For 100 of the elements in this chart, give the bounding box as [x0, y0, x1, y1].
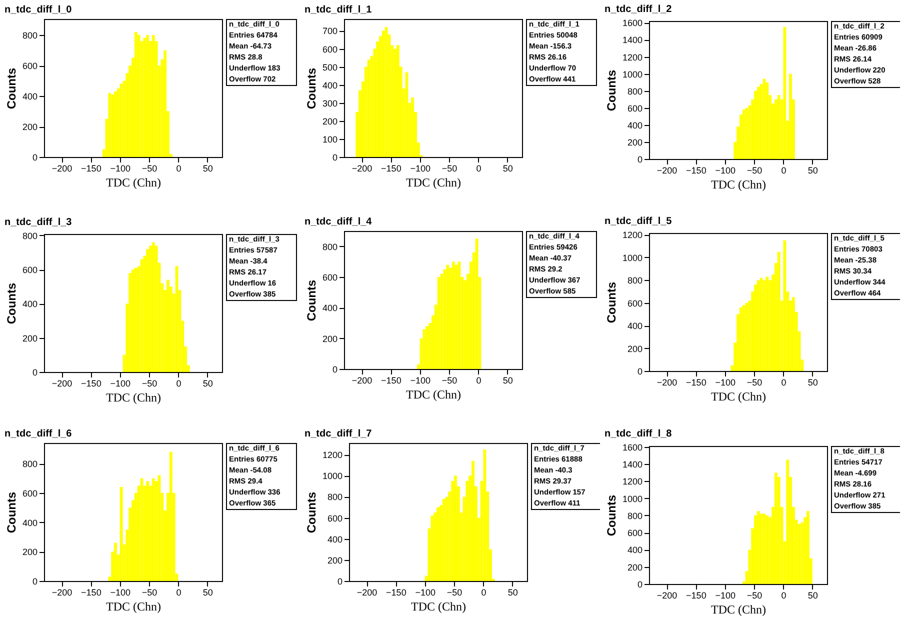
y-tick-label: 1000	[622, 252, 642, 263]
y-axis-title: Counts	[4, 492, 18, 534]
x-tick-label: −100	[715, 590, 736, 600]
y-tick-label: 1200	[622, 52, 642, 62]
x-tick-label: 0	[781, 166, 786, 176]
y-tick-label: 1600	[622, 18, 642, 28]
x-tick-label: −100	[715, 166, 736, 176]
x-tick-label: 0	[476, 164, 482, 174]
x-tick-label: −50	[142, 164, 158, 174]
y-tick-label: 700	[322, 26, 338, 36]
y-tick-label: 800	[22, 30, 38, 41]
y-tick-label: 400	[22, 518, 38, 528]
y-tick-label: 400	[627, 545, 642, 556]
x-tick-label: −50	[746, 378, 762, 388]
x-axis-title: TDC (Chn)	[411, 600, 466, 614]
y-tick-label: 800	[627, 276, 642, 286]
x-tick-label: 0	[481, 588, 486, 598]
x-tick-label: −200	[656, 166, 678, 176]
y-tick-label: 600	[22, 265, 38, 276]
y-tick-label: 1200	[322, 450, 342, 460]
x-tick-label: −150	[686, 166, 706, 176]
x-tick-label: −200	[656, 590, 678, 600]
x-tick-label: −200	[52, 378, 72, 388]
x-axis-title: TDC (Chn)	[406, 388, 461, 402]
y-tick-label: 1000	[622, 494, 642, 504]
x-tick-label: −100	[715, 378, 736, 388]
chart-title: n_tdc_diff_l_3	[4, 216, 72, 228]
x-tick-label: −200	[356, 588, 378, 598]
x-tick-label: 50	[808, 166, 818, 176]
chart-title: n_tdc_diff_l_5	[604, 216, 672, 228]
y-tick-label: 0	[332, 364, 338, 374]
x-axis-title: TDC (Chn)	[106, 390, 161, 404]
chart-title: n_tdc_diff_l_1	[304, 4, 372, 16]
y-axis-title: Counts	[604, 70, 618, 112]
y-tick-label: 1200	[622, 230, 642, 240]
y-tick-label: 600	[627, 103, 642, 114]
y-tick-label: 600	[627, 528, 642, 538]
x-tick-label: 0	[176, 588, 182, 598]
y-tick-label: 1400	[622, 460, 642, 470]
x-tick-label: 50	[502, 164, 513, 174]
y-axis-title: Counts	[304, 492, 318, 534]
chart-title: n_tdc_diff_l_0	[4, 4, 72, 16]
chart-title: n_tdc_diff_l_7	[304, 428, 372, 440]
y-tick-label: 0	[32, 368, 38, 378]
x-tick-label: −100	[410, 164, 431, 174]
y-tick-label: 200	[22, 122, 38, 132]
y-axis-title: Counts	[4, 282, 18, 324]
x-tick-label: −150	[381, 164, 402, 174]
y-tick-label: 0	[637, 366, 642, 376]
x-tick-label: −100	[410, 376, 431, 386]
x-tick-label: −100	[110, 588, 131, 598]
x-tick-label: 50	[808, 590, 818, 600]
x-tick-label: 50	[808, 378, 818, 388]
y-tick-label: 600	[22, 488, 38, 498]
y-tick-label: 800	[327, 492, 342, 502]
y-tick-label: 800	[22, 230, 38, 241]
y-tick-label: 0	[32, 576, 38, 586]
y-tick-label: 1600	[622, 442, 642, 452]
x-tick-label: −100	[110, 164, 131, 174]
y-axis-title: Counts	[304, 280, 318, 322]
x-tick-label: 50	[508, 588, 518, 598]
y-tick-label: 600	[22, 61, 38, 72]
x-tick-label: −50	[442, 164, 458, 174]
y-tick-label: 0	[32, 152, 38, 162]
x-tick-label: 0	[781, 590, 786, 600]
x-tick-label: −50	[142, 378, 158, 388]
x-tick-label: −50	[446, 588, 462, 598]
x-tick-label: −50	[746, 166, 762, 176]
x-tick-label: −100	[415, 588, 436, 598]
x-tick-label: 50	[202, 588, 213, 598]
x-tick-label: −50	[442, 376, 458, 386]
x-tick-label: −150	[81, 164, 102, 174]
y-tick-label: 600	[322, 44, 338, 54]
x-tick-label: −150	[686, 590, 706, 600]
x-tick-label: 0	[781, 378, 786, 388]
y-tick-label: 0	[637, 580, 642, 590]
x-tick-label: 50	[502, 376, 513, 386]
x-axis-title: TDC (Chn)	[711, 390, 766, 404]
y-tick-label: 800	[322, 242, 338, 252]
x-tick-label: −200	[52, 164, 72, 174]
x-axis-title: TDC (Chn)	[711, 602, 766, 616]
y-tick-label: 800	[627, 510, 642, 521]
x-tick-label: −200	[352, 376, 372, 386]
x-axis-title: TDC (Chn)	[106, 176, 161, 190]
y-tick-label: 200	[627, 137, 642, 148]
x-tick-label: 0	[176, 378, 182, 388]
y-tick-label: 200	[627, 562, 642, 572]
x-tick-label: 0	[476, 376, 482, 386]
x-tick-label: −150	[381, 376, 402, 386]
y-tick-label: 0	[332, 152, 338, 162]
y-tick-label: 400	[22, 299, 38, 310]
x-tick-label: 0	[176, 164, 182, 174]
x-tick-label: 50	[202, 164, 213, 174]
y-tick-label: 200	[322, 116, 338, 126]
x-tick-label: −200	[352, 164, 372, 174]
y-axis-title: Counts	[604, 494, 618, 536]
y-tick-label: 1000	[622, 69, 642, 80]
y-tick-label: 1400	[622, 35, 642, 46]
x-tick-label: −150	[386, 588, 406, 598]
y-tick-label: 1200	[622, 476, 642, 487]
